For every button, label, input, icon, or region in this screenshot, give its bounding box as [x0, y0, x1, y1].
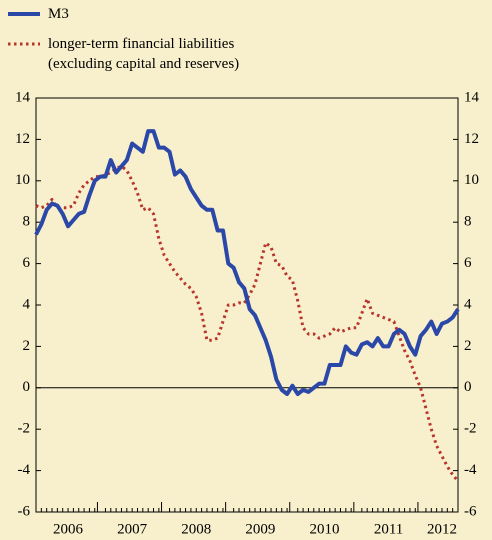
y2-tick-label: 2	[464, 338, 472, 354]
legend-label: longer-term financial liabilities (exclu…	[48, 36, 240, 72]
x-tick-label: 2011	[374, 521, 403, 537]
x-tick-label: 2009	[245, 521, 275, 537]
y2-tick-label: 0	[464, 379, 472, 395]
y-tick-label: 10	[15, 172, 30, 188]
y2-tick-label: -6	[464, 503, 477, 519]
x-tick-label: 2007	[117, 521, 148, 537]
y-tick-label: 0	[23, 379, 31, 395]
y2-tick-label: -4	[464, 462, 477, 478]
x-tick-label: 2008	[181, 521, 211, 537]
x-tick-label: 2006	[53, 521, 84, 537]
series-line	[35, 164, 460, 482]
y2-tick-label: 14	[464, 89, 480, 105]
x-tick-label: 2010	[309, 521, 339, 537]
y-tick-label: 2	[23, 338, 31, 354]
y-tick-label: 4	[23, 296, 31, 312]
y-tick-label: -4	[18, 462, 31, 478]
y2-tick-label: 6	[464, 255, 472, 271]
y2-tick-label: 4	[464, 296, 472, 312]
legend-label: M3	[48, 6, 69, 22]
y-tick-label: 6	[23, 255, 31, 271]
series-line	[34, 129, 460, 397]
y-tick-label: 8	[23, 214, 31, 230]
y-tick-label: -6	[18, 503, 31, 519]
x-tick-label: 2012	[427, 521, 457, 537]
y-tick-label: -2	[18, 421, 31, 437]
y-tick-label: 14	[15, 89, 31, 105]
y2-tick-label: 8	[464, 214, 472, 230]
y2-tick-label: -2	[464, 421, 477, 437]
y2-tick-label: 10	[464, 172, 479, 188]
y-tick-label: 12	[15, 131, 30, 147]
y2-tick-label: 12	[464, 131, 479, 147]
